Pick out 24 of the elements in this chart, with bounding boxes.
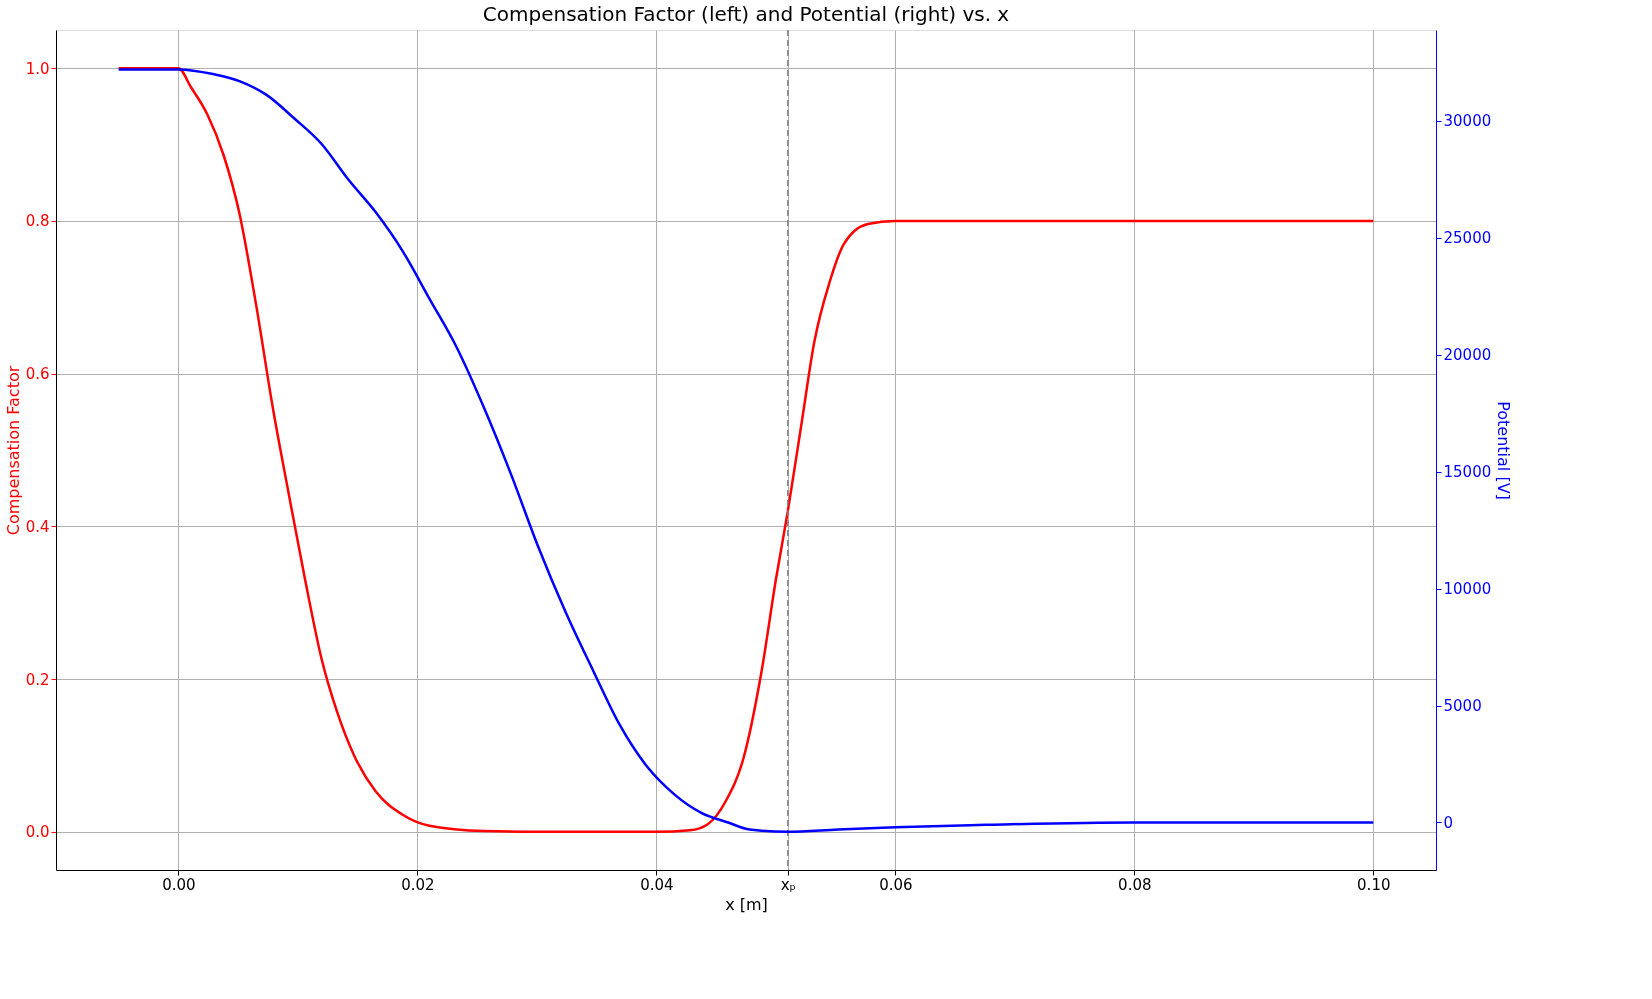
x-tick-label: 0.08 (1118, 875, 1152, 894)
x-axis-title: x [m] (725, 894, 768, 914)
y2-axis-title: Potential [V] (1494, 401, 1514, 500)
y-tick-label: 0.2 (25, 670, 50, 689)
y-tick-label: 0.4 (25, 517, 50, 536)
y-tick-label: 0.0 (25, 823, 50, 842)
y2-tick-label: 10000 (1443, 580, 1492, 599)
x-tick-label: 0.00 (162, 875, 196, 894)
y2-tick-label: 5000 (1443, 697, 1482, 716)
x-tick-label: 0.04 (640, 875, 674, 894)
y-tick-label: 1.0 (25, 59, 50, 78)
y-tick-label: 0.6 (25, 365, 50, 384)
x-tick-label: 0.06 (879, 875, 913, 894)
y-axis-title: Compensation Factor (3, 365, 23, 536)
y2-tick-label: 0 (1443, 813, 1454, 832)
y2-tick-label: 15000 (1443, 463, 1492, 482)
y2-tick-label: 25000 (1443, 229, 1492, 248)
chart-title: Compensation Factor (left) and Potential (right) vs. x (482, 2, 1010, 27)
y2-tick-label: 20000 (1443, 346, 1492, 365)
y2-tick-label: 30000 (1443, 112, 1492, 131)
x-tick-label: xₚ (780, 875, 796, 894)
x-tick-label: 0.10 (1357, 875, 1391, 894)
y-tick-label: 0.8 (25, 212, 50, 231)
x-tick-label: 0.02 (401, 875, 435, 894)
